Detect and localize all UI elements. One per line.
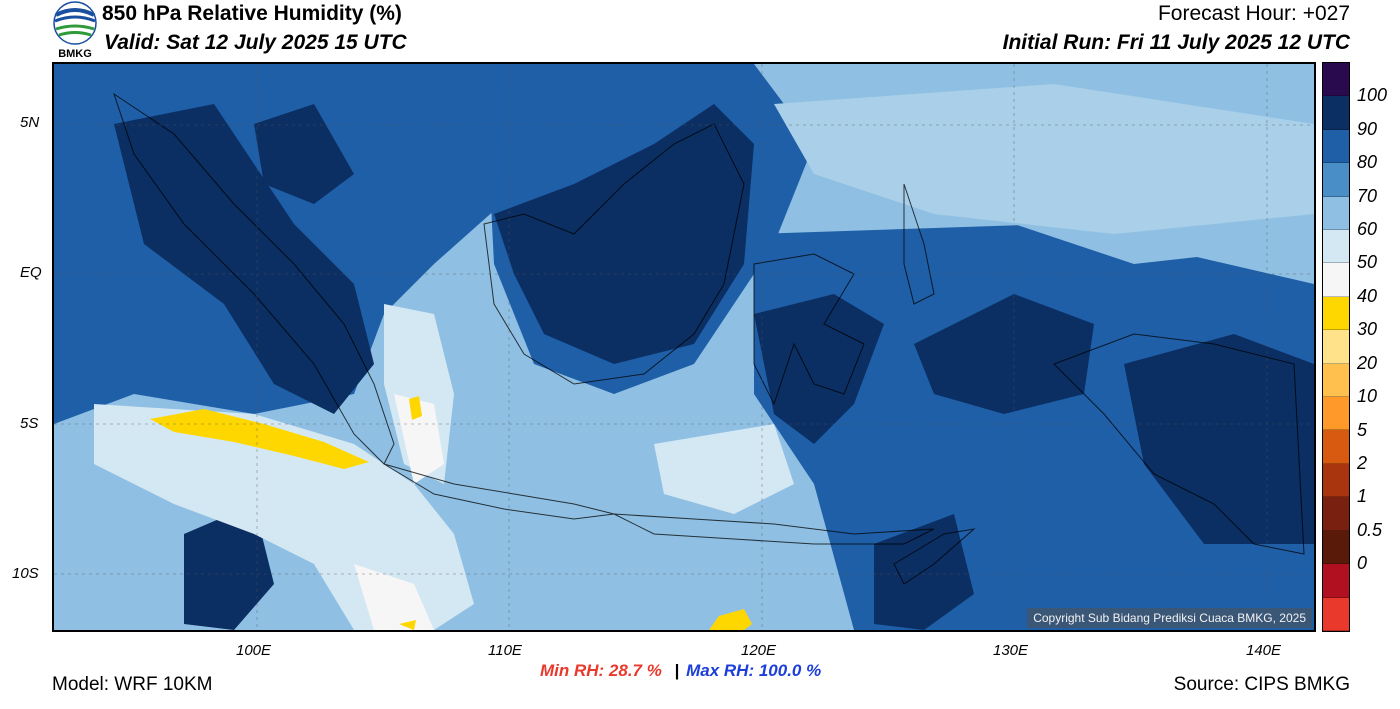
colorbar-swatch [1323, 63, 1349, 97]
colorbar-label: 40 [1357, 285, 1378, 306]
colorbar-label: 70 [1357, 185, 1378, 206]
humidity-field [54, 64, 1314, 630]
lon-tick-110e: 110E [488, 642, 522, 659]
colorbar-swatch [1323, 230, 1349, 264]
min-max-readout: Min RH: 28.7 % | Max RH: 100.0 % [540, 661, 821, 681]
lat-tick-eq: EQ [20, 264, 42, 281]
max-rh-value: Max RH: 100.0 % [686, 661, 822, 680]
chart-title: 850 hPa Relative Humidity (%) [102, 2, 402, 25]
valid-time: Valid: Sat 12 July 2025 15 UTC [104, 31, 407, 54]
colorbar-label: 60 [1357, 219, 1378, 240]
colorbar-swatch [1323, 430, 1349, 464]
colorbar-label: 90 [1357, 118, 1378, 139]
colorbar-swatch [1323, 96, 1349, 130]
colorbar-label: 0 [1357, 553, 1368, 574]
logo-text: BMKG [58, 48, 92, 60]
colorbar-swatch [1323, 363, 1349, 398]
min-rh-value: Min RH: 28.7 % [540, 661, 662, 680]
colorbar-swatch [1323, 497, 1349, 531]
colorbar-swatch [1323, 463, 1349, 498]
humidity-map: Copyright Sub Bidang Prediksi Cuaca BMKG… [52, 62, 1316, 632]
copyright-notice: Copyright Sub Bidang Prediksi Cuaca BMKG… [1027, 608, 1312, 628]
initial-run: Initial Run: Fri 11 July 2025 12 UTC [1002, 31, 1350, 54]
lon-tick-120e: 120E [741, 642, 777, 659]
colorbar-label: 80 [1357, 152, 1378, 173]
lat-tick-10s: 10S [12, 565, 39, 582]
minmax-separator: | [674, 661, 680, 680]
colorbar-swatch [1323, 597, 1349, 631]
lon-tick-130e: 130E [993, 642, 1029, 659]
colorbar-swatch [1323, 564, 1349, 598]
colorbar-label: 2 [1357, 452, 1368, 473]
colorbar-label: 0.5 [1357, 519, 1383, 540]
colorbar-labels: 100 90 80 70 60 50 40 30 20 10 5 2 1 0.5 0 [1354, 62, 1398, 632]
lat-tick-5s: 5S [20, 415, 39, 432]
colorbar-swatch [1323, 196, 1349, 231]
lon-tick-140e: 140E [1246, 642, 1282, 659]
colorbar [1322, 62, 1350, 632]
model-label: Model: WRF 10KM [52, 674, 213, 695]
colorbar-label: 5 [1357, 419, 1368, 440]
colorbar-label: 10 [1357, 386, 1378, 407]
colorbar-swatch [1323, 163, 1349, 197]
bmkg-logo-icon [53, 1, 97, 45]
lon-tick-100e: 100E [236, 642, 272, 659]
colorbar-label: 30 [1357, 319, 1378, 340]
colorbar-swatch [1323, 296, 1349, 331]
colorbar-label: 50 [1357, 252, 1378, 273]
bmkg-logo: BMKG [52, 1, 98, 60]
source-label: Source: CIPS BMKG [1173, 674, 1350, 695]
colorbar-swatch [1323, 530, 1349, 565]
colorbar-label: 100 [1357, 85, 1388, 106]
colorbar-swatch [1323, 397, 1349, 431]
colorbar-label: 1 [1357, 486, 1368, 507]
lat-tick-5n: 5N [20, 114, 40, 131]
colorbar-swatch [1323, 129, 1349, 164]
forecast-hour: Forecast Hour: +027 [1157, 2, 1350, 25]
colorbar-swatch [1323, 330, 1349, 364]
colorbar-swatch [1323, 263, 1349, 297]
colorbar-label: 20 [1357, 352, 1378, 373]
